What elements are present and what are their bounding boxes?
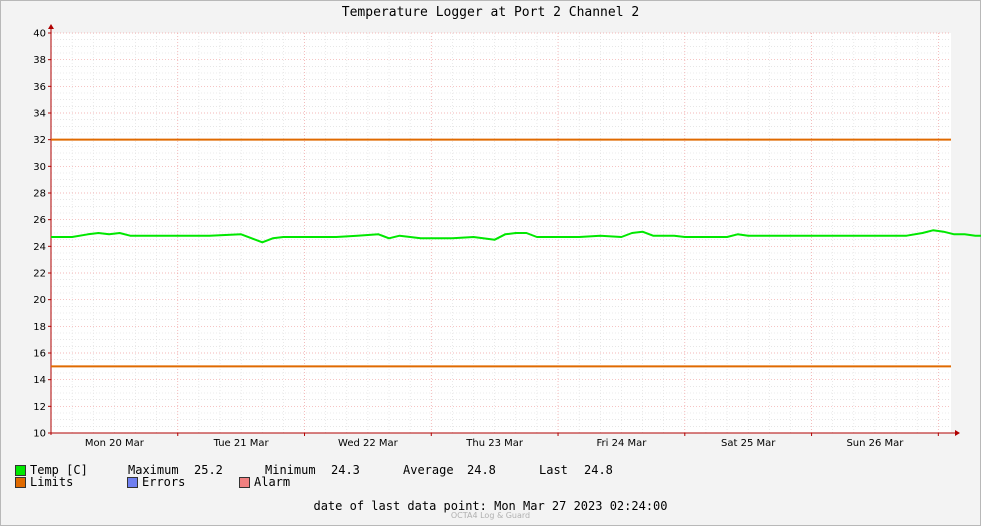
legend-limits-swatch — [15, 477, 26, 488]
x-tick-label: Tue 21 Mar — [213, 438, 270, 449]
temp-series-line — [51, 229, 981, 244]
average-value: 24.8 — [467, 463, 496, 477]
legend-temp-label: Temp [C] — [30, 463, 88, 477]
minimum-label: Minimum — [265, 463, 316, 477]
y-axis-arrow — [48, 24, 54, 29]
y-tick-label: 30 — [33, 162, 46, 173]
legend-temp-swatch — [15, 465, 26, 476]
y-tick-label: 14 — [33, 375, 46, 386]
y-tick-label: 40 — [33, 29, 46, 40]
legend-alarm-label: Alarm — [254, 475, 291, 489]
y-tick-label: 18 — [33, 322, 46, 333]
average-label: Average — [403, 463, 454, 477]
x-tick-label: Thu 23 Mar — [465, 438, 524, 449]
last-value: 24.8 — [584, 463, 613, 477]
maximum-value: 25.2 — [194, 463, 223, 477]
y-tick-label: 26 — [33, 215, 46, 226]
y-tick-label: 16 — [33, 349, 46, 360]
y-tick-label: 24 — [33, 242, 46, 253]
last-label: Last — [539, 463, 568, 477]
y-tick-label: 32 — [33, 135, 46, 146]
x-axis-arrow — [955, 430, 960, 436]
minimum-value: 24.3 — [331, 463, 360, 477]
x-tick-label: Sat 25 Mar — [721, 438, 776, 449]
maximum-label: Maximum — [128, 463, 179, 477]
y-tick-label: 36 — [33, 82, 46, 93]
legend-alarm-swatch — [239, 477, 250, 488]
legend-limits-label: Limits — [30, 475, 74, 489]
y-tick-label: 20 — [33, 295, 46, 306]
x-tick-label: Sun 26 Mar — [846, 438, 904, 449]
y-tick-label: 22 — [33, 269, 46, 280]
y-tick-label: 34 — [33, 109, 46, 120]
y-tick-label: 38 — [33, 55, 46, 66]
chart-title: Temperature Logger at Port 2 Channel 2 — [341, 5, 640, 20]
legend-errors-label: Errors — [142, 475, 186, 489]
x-tick-label: Mon 20 Mar — [85, 438, 145, 449]
y-tick-label: 10 — [33, 429, 46, 440]
last-data-point: date of last data point: Mon Mar 27 2023… — [313, 499, 668, 513]
legend-errors-swatch — [127, 477, 138, 488]
x-tick-label: Wed 22 Mar — [338, 438, 399, 449]
x-tick-label: Fri 24 Mar — [596, 438, 647, 449]
y-tick-label: 12 — [33, 402, 46, 413]
y-tick-label: 28 — [33, 189, 46, 200]
footer-credit: OCTA4 Log & Guard — [450, 511, 531, 520]
